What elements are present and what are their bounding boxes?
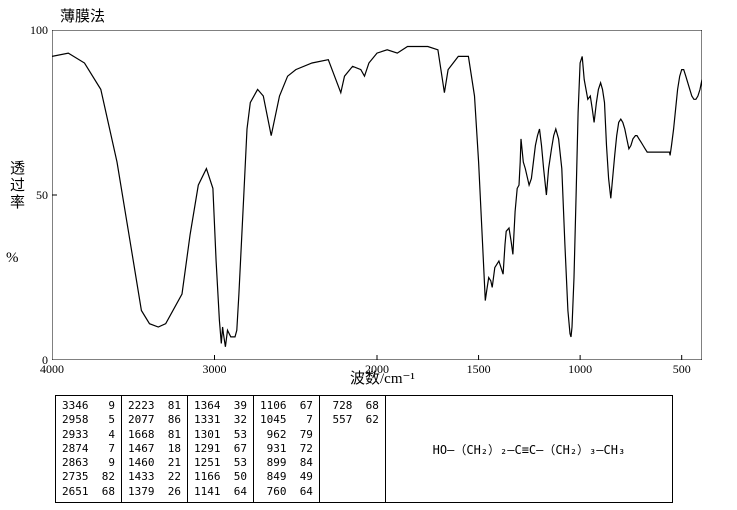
peak-table-column: 728 68 557 62 [320,395,386,503]
x-tick-label: 3000 [195,362,235,377]
structure-formula: HO—（CH₂）₂—C≡C—（CH₂）₃—CH₃ [433,441,626,458]
peak-table-column: 1106 67 1045 7 962 79 931 72 899 84 849 … [254,395,320,503]
y-axis-unit: % [6,250,19,267]
x-tick-label: 1500 [459,362,499,377]
y-tick-label: 50 [18,188,48,203]
method-label: 薄膜法 [60,5,105,26]
y-tick-label: 100 [18,23,48,38]
y-axis-label: 透过率 [6,160,27,211]
x-axis-label: 波数/cm⁻¹ [350,367,415,388]
peak-table-column: 2223 81 2077 86 1668 81 1467 18 1460 21 … [122,395,188,503]
peak-table-column: 3346 9 2958 5 2933 4 2874 7 2863 9 2735 … [55,395,122,503]
peak-table-column: 1364 39 1331 32 1301 53 1291 67 1251 53 … [188,395,254,503]
x-tick-label: 1000 [560,362,600,377]
x-tick-label: 4000 [32,362,72,377]
structure-formula-box: HO—（CH₂）₂—C≡C—（CH₂）₃—CH₃ [386,395,673,503]
spectrum-chart [52,30,702,360]
chart-border [52,30,702,360]
x-tick-label: 500 [662,362,702,377]
spectrum-line [52,47,702,347]
peak-data-tables: 3346 9 2958 5 2933 4 2874 7 2863 9 2735 … [55,395,673,503]
